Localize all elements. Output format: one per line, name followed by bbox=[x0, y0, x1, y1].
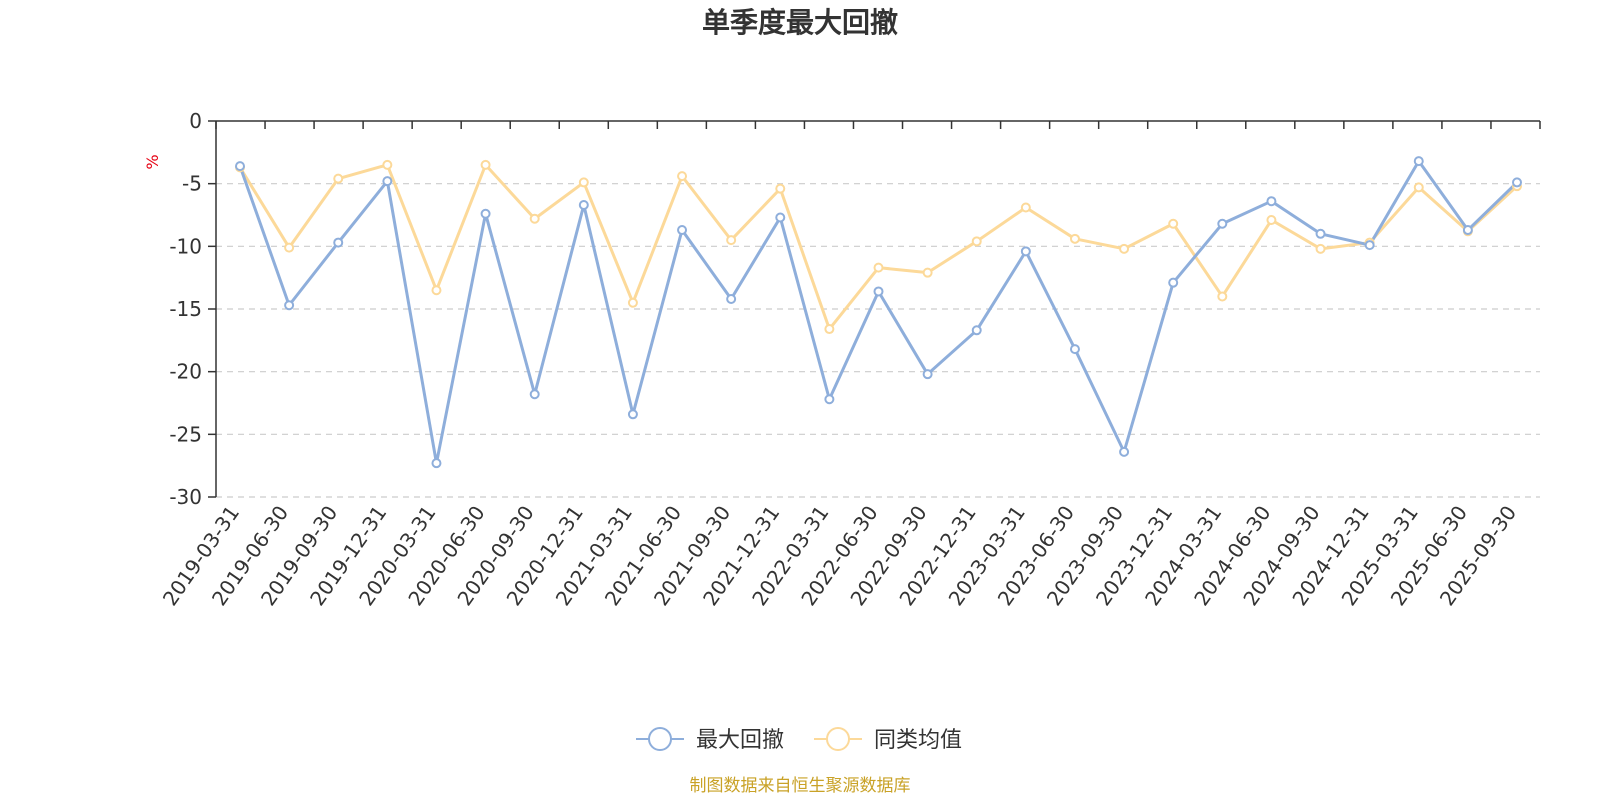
legend-label[interactable]: 同类均值 bbox=[874, 728, 962, 753]
data-point[interactable] bbox=[284, 242, 295, 253]
data-point[interactable] bbox=[1168, 277, 1179, 288]
data-point[interactable] bbox=[1119, 243, 1130, 254]
x-axis-ticks: 2019-03-312019-06-302019-09-302019-12-31… bbox=[158, 121, 1541, 610]
data-point[interactable] bbox=[1020, 246, 1031, 257]
data-point[interactable] bbox=[1315, 243, 1326, 254]
data-point[interactable] bbox=[1413, 156, 1424, 167]
y-tick-label: -25 bbox=[169, 422, 202, 446]
data-point[interactable] bbox=[382, 176, 393, 187]
data-point[interactable] bbox=[971, 236, 982, 247]
data-point[interactable] bbox=[677, 225, 688, 236]
data-point[interactable] bbox=[1069, 233, 1080, 244]
y-tick-label: -15 bbox=[169, 297, 202, 321]
source-note: 制图数据来自恒生聚源数据库 bbox=[690, 776, 911, 796]
data-point[interactable] bbox=[1364, 240, 1375, 251]
data-point[interactable] bbox=[1020, 202, 1031, 213]
data-point[interactable] bbox=[726, 235, 737, 246]
data-point[interactable] bbox=[1512, 177, 1522, 188]
data-point[interactable] bbox=[1266, 196, 1277, 207]
y-tick-label: -5 bbox=[182, 172, 202, 196]
y-tick-label: -10 bbox=[169, 234, 202, 258]
data-point[interactable] bbox=[824, 394, 835, 405]
data-point[interactable] bbox=[627, 409, 638, 420]
data-point[interactable] bbox=[333, 173, 344, 184]
data-point[interactable] bbox=[627, 297, 638, 308]
data-point[interactable] bbox=[1413, 182, 1424, 193]
data-point[interactable] bbox=[824, 324, 835, 335]
data-point[interactable] bbox=[1119, 446, 1130, 457]
y-tick-label: -30 bbox=[169, 485, 202, 509]
y-axis-unit: % bbox=[143, 154, 162, 169]
data-point[interactable] bbox=[578, 199, 589, 210]
data-point[interactable] bbox=[235, 161, 245, 172]
y-axis-ticks: 0 -5 -10 -15 -20 -25 -30 bbox=[169, 109, 216, 509]
data-point[interactable] bbox=[284, 300, 295, 311]
legend-label[interactable]: 最大回撤 bbox=[696, 728, 784, 753]
data-point[interactable] bbox=[922, 267, 933, 278]
data-point[interactable] bbox=[775, 183, 786, 194]
data-point[interactable] bbox=[873, 286, 884, 297]
legend-symbol-marker[interactable] bbox=[648, 727, 672, 751]
data-point[interactable] bbox=[922, 369, 933, 380]
data-point[interactable] bbox=[382, 159, 393, 170]
data-point[interactable] bbox=[1266, 215, 1277, 226]
data-point[interactable] bbox=[529, 389, 540, 400]
data-point[interactable] bbox=[431, 285, 442, 296]
data-point[interactable] bbox=[677, 171, 688, 182]
series-line bbox=[238, 159, 1519, 465]
data-point[interactable] bbox=[1462, 225, 1473, 236]
data-point[interactable] bbox=[480, 208, 491, 219]
data-point[interactable] bbox=[1069, 344, 1080, 355]
legend-symbol-marker[interactable] bbox=[826, 727, 850, 751]
data-point[interactable] bbox=[1315, 228, 1326, 239]
legend: 最大回撤 同类均值 bbox=[636, 727, 962, 753]
data-point[interactable] bbox=[1217, 291, 1228, 302]
data-point[interactable] bbox=[726, 293, 737, 304]
data-point[interactable] bbox=[529, 213, 540, 224]
data-point[interactable] bbox=[775, 212, 786, 223]
data-point[interactable] bbox=[1217, 218, 1228, 229]
data-point[interactable] bbox=[1168, 218, 1179, 229]
y-tick-label: -20 bbox=[169, 360, 202, 384]
series-layer bbox=[235, 156, 1522, 469]
data-point[interactable] bbox=[431, 458, 442, 469]
y-tick-label: 0 bbox=[189, 109, 202, 133]
data-point[interactable] bbox=[971, 325, 982, 336]
data-point[interactable] bbox=[873, 262, 884, 273]
data-point[interactable] bbox=[480, 159, 491, 170]
series-line bbox=[238, 163, 1519, 331]
data-point[interactable] bbox=[578, 177, 589, 188]
chart-title: 单季度最大回撤 bbox=[702, 6, 898, 39]
grid-lines bbox=[216, 183, 1540, 498]
data-point[interactable] bbox=[333, 237, 344, 248]
